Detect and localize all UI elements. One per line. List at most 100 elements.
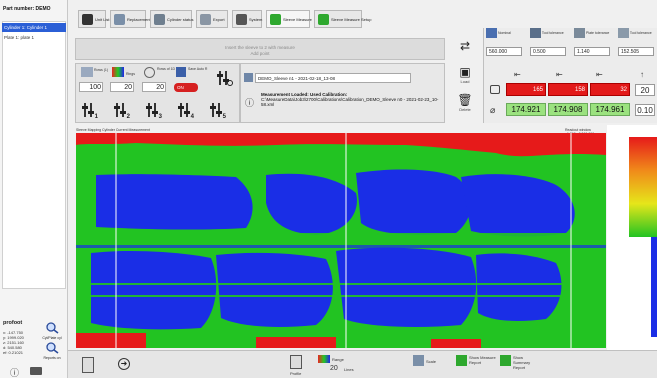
sleeve-heatmap[interactable]	[76, 133, 606, 348]
insert-sleeve-icon: ⇄	[459, 39, 471, 53]
tolerance-header: Tool tolerance	[618, 28, 657, 46]
tree-item-plate[interactable]: Plate 1: plate 1	[4, 35, 35, 40]
profile-label: Profile	[290, 371, 302, 376]
lines-label: Lines	[344, 367, 354, 372]
reports-button[interactable]: Reports on	[40, 342, 64, 360]
part-title: Part number: DEMO	[3, 6, 51, 12]
replacement-button[interactable]: Replacement	[110, 10, 151, 28]
rings-input[interactable]: 20	[110, 82, 134, 92]
profile-icon[interactable]	[290, 355, 302, 369]
header-label: Tool tolerance	[629, 30, 652, 35]
file-name-field[interactable]: DEMO_Sleeve n1 - 2021-02-18_13-08	[255, 73, 411, 83]
slider-number: 3	[158, 114, 162, 120]
insert-sleeve-button[interactable]: ⇄	[452, 40, 478, 53]
unit-list-button[interactable]: Unit List	[78, 10, 110, 28]
sleeve-measure-icon	[270, 13, 281, 25]
export-button[interactable]: Export	[196, 10, 228, 28]
tree-item-cylinder[interactable]: Cylinder 1: Cylinder 1	[2, 23, 66, 32]
slider-number: 2	[126, 114, 130, 120]
plate-tolerance-value[interactable]: 1.140	[574, 47, 610, 56]
coord-line: x: -147.750	[3, 330, 24, 335]
instruction-panel: Insert the sleeve to 2 with measure Add …	[75, 38, 445, 60]
rows-icon	[81, 67, 93, 77]
tool-tolerance-value[interactable]: 0.500	[530, 47, 566, 56]
load-button[interactable]: ▣ Load	[452, 66, 478, 85]
scale-icon[interactable]	[413, 355, 424, 366]
sleeve-measure-button[interactable]: Sleeve Measure	[266, 10, 312, 28]
heatmap-tabs[interactable]: Sleeve Mapping Cylinder Current Measurem…	[76, 128, 150, 132]
sleeve-setup-icon	[318, 13, 329, 25]
save-icon	[176, 67, 186, 77]
summary-report-icon[interactable]	[500, 355, 511, 366]
diameter-value: 174.961	[590, 103, 630, 116]
slider-settings-icon[interactable]	[216, 68, 233, 88]
magnifier-icon	[46, 342, 59, 354]
deviation-value: 32	[590, 83, 630, 96]
nominal-value[interactable]: 560.000	[486, 47, 522, 56]
reports-label: Reports on	[43, 356, 61, 360]
sensor-icon	[490, 85, 500, 94]
filter-clock-icon	[144, 67, 155, 78]
up-icon: ↑	[640, 70, 644, 79]
cyl-plate-label: Cyl/Plate cyl	[42, 336, 62, 340]
toolbar-label: System	[249, 16, 263, 22]
rings-label: Rings	[126, 72, 135, 76]
part-tree	[2, 21, 66, 289]
range-label: Range	[332, 357, 344, 362]
scale-label: Scale	[426, 359, 437, 364]
forward-icon[interactable]: ➜	[118, 358, 130, 370]
measure-report-icon[interactable]	[456, 355, 467, 366]
toolbar-label: Unit List	[95, 16, 110, 22]
tool-tolerance-header: Tool tolerance	[530, 28, 570, 46]
coord-line: z: 2151.160	[3, 340, 24, 345]
delete-button[interactable]: 🗑 Delete	[452, 94, 478, 113]
rings-icon	[112, 67, 124, 77]
system-icon	[236, 13, 247, 25]
diameter-icon: ⌀	[490, 105, 496, 115]
measurement-panel: Nominal Tool tolerance Plate tolerance T…	[483, 28, 657, 123]
camera-icon[interactable]	[30, 367, 42, 375]
cylinder-status-button[interactable]: Cylinder status	[150, 10, 193, 28]
slider-3-button[interactable]: 3	[145, 100, 162, 120]
measurement-path: C:\MeasureData\Job3\2700\Calibrations\Ca…	[261, 97, 439, 107]
cyl-plate-button[interactable]: Cyl/Plate cyl	[40, 322, 64, 340]
measurement-title: Measurement Loaded: Used Calibration:	[261, 92, 348, 97]
slider-5-button[interactable]: 5	[209, 100, 226, 120]
deviation-value: 165	[506, 83, 546, 96]
measurement-info: Measurement Loaded: Used Calibration: C:…	[261, 92, 441, 107]
action-column: ⇄ ▣ Load 🗑 Delete	[448, 38, 482, 123]
spin-input[interactable]: 20	[635, 84, 655, 96]
spin-input[interactable]: 0.10	[635, 104, 655, 116]
filter-label: Rows of 1D filter	[157, 67, 183, 71]
copy-icon[interactable]	[82, 357, 94, 373]
arrow-icon: ⇤	[514, 70, 521, 79]
info-icon[interactable]: ⓘ	[10, 368, 20, 378]
nominal-header: Nominal	[486, 28, 526, 46]
slider-2-button[interactable]: 2	[113, 100, 130, 120]
export-icon	[200, 13, 211, 25]
slider-number: 4	[190, 114, 194, 120]
readout-title: Readout window	[565, 128, 591, 132]
rows-input[interactable]: 100	[79, 82, 103, 92]
slider-4-button[interactable]: 4	[177, 100, 194, 120]
arrow-icon: ⇤	[596, 70, 603, 79]
sleeve-setup-button[interactable]: Sleeve Measure Setup	[314, 10, 371, 28]
filter-input[interactable]: 20	[142, 82, 166, 92]
tolerance-value[interactable]: 152.505	[618, 47, 654, 56]
scale-bar	[629, 137, 657, 237]
lines-value[interactable]: 20	[330, 365, 338, 372]
header-label: Plate tolerance	[585, 30, 610, 35]
plate-icon	[574, 28, 585, 38]
auto-save-toggle[interactable]: ON	[174, 83, 198, 92]
list-icon	[82, 13, 93, 25]
coord-line: y: 1999.020	[3, 335, 24, 340]
header-label: Tool tolerance	[541, 30, 564, 35]
info-title: profoot	[3, 320, 23, 326]
summary-report-label: Show Summary Report	[513, 355, 531, 370]
slider-1-button[interactable]: 1	[81, 100, 98, 120]
part-tree-panel: Part number: DEMO Cylinder 1: Cylinder 1…	[0, 0, 68, 378]
deviation-value: 158	[548, 83, 588, 96]
system-button[interactable]: System	[232, 10, 262, 28]
toolbar-label: Sleeve Measure Setup	[331, 16, 372, 22]
nominal-icon	[486, 28, 497, 38]
